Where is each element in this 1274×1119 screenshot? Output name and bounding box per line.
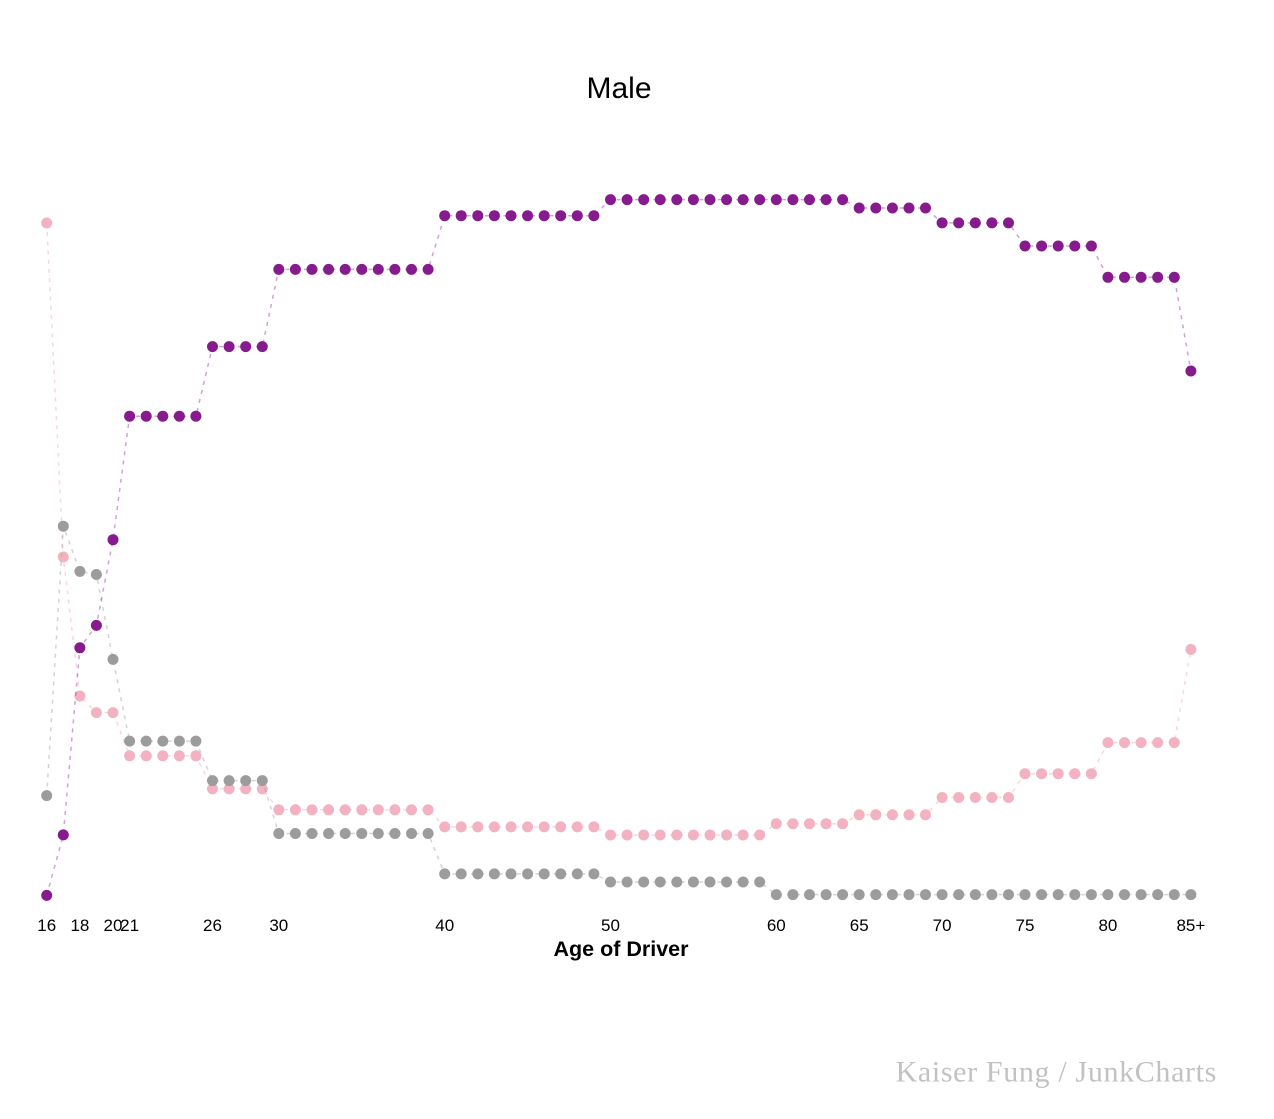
- svg-text:16: 16: [37, 916, 56, 935]
- svg-text:75: 75: [1016, 916, 1035, 935]
- svg-text:Kaiser Fung / JunkCharts: Kaiser Fung / JunkCharts: [896, 1056, 1217, 1089]
- svg-text:26: 26: [203, 916, 222, 935]
- svg-text:40: 40: [435, 916, 454, 935]
- svg-text:20: 20: [104, 916, 123, 935]
- svg-text:21: 21: [120, 916, 139, 935]
- svg-text:Age of Driver: Age of Driver: [553, 937, 689, 961]
- svg-text:18: 18: [70, 916, 89, 935]
- svg-text:80: 80: [1098, 916, 1117, 935]
- svg-text:30: 30: [269, 916, 288, 935]
- svg-text:Male: Male: [586, 72, 651, 105]
- svg-text:50: 50: [601, 916, 620, 935]
- svg-text:70: 70: [933, 916, 952, 935]
- svg-text:60: 60: [767, 916, 786, 935]
- svg-text:85+: 85+: [1176, 916, 1205, 935]
- svg-text:65: 65: [850, 916, 869, 935]
